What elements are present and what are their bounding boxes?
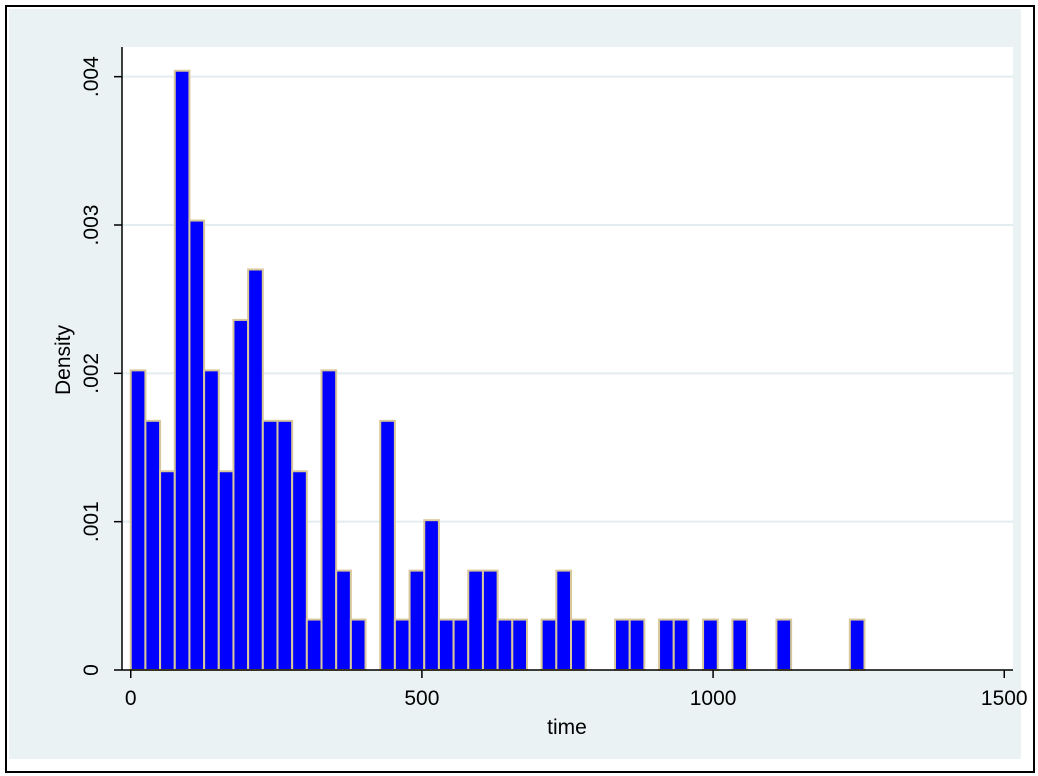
histogram-bar bbox=[848, 618, 866, 671]
y-tick-label: .004 bbox=[80, 56, 103, 97]
y-tick-label: .003 bbox=[80, 205, 103, 246]
gridlines bbox=[122, 75, 1013, 523]
histogram-bar bbox=[291, 470, 308, 671]
histogram-bar bbox=[349, 618, 367, 671]
histogram-bar bbox=[540, 618, 558, 671]
histogram-bar bbox=[247, 268, 264, 671]
histogram-bar bbox=[144, 419, 162, 671]
histogram-bar bbox=[614, 618, 631, 671]
histogram-bar bbox=[335, 569, 352, 671]
y-axis-ticks: 0 .001 .002 .003 .004 bbox=[80, 56, 122, 676]
histogram-bar bbox=[393, 618, 411, 671]
y-tick-label: .001 bbox=[80, 501, 103, 542]
histogram-bar bbox=[467, 569, 484, 671]
histogram-bar bbox=[731, 618, 749, 671]
histogram-bar bbox=[232, 318, 250, 671]
histogram-bar bbox=[452, 618, 470, 671]
bars bbox=[129, 69, 866, 672]
histogram-bar bbox=[408, 569, 426, 671]
histogram-bar bbox=[320, 369, 338, 671]
histogram-bar bbox=[496, 618, 514, 671]
histogram-bar bbox=[276, 419, 294, 671]
histogram-bar bbox=[511, 618, 528, 671]
histogram-bar bbox=[775, 618, 793, 671]
histogram-bar bbox=[423, 519, 440, 672]
histogram-bar bbox=[129, 369, 147, 671]
histogram-bar bbox=[159, 470, 176, 671]
histogram-bar bbox=[569, 618, 587, 671]
histogram-bar bbox=[217, 470, 235, 671]
histogram-bar bbox=[261, 419, 279, 671]
histogram-bar bbox=[188, 219, 206, 672]
histogram-bar bbox=[702, 618, 719, 671]
histogram-bar bbox=[555, 569, 572, 671]
x-axis-ticks: 0 500 1000 1500 bbox=[125, 670, 1028, 710]
x-tick-label: 1000 bbox=[690, 687, 737, 710]
x-tick-label: 0 bbox=[125, 687, 137, 710]
histogram-bar bbox=[379, 419, 396, 671]
x-axis-label: time bbox=[547, 716, 587, 739]
histogram-bar bbox=[173, 69, 191, 671]
histogram-bar bbox=[628, 618, 646, 671]
x-tick-label: 1500 bbox=[981, 687, 1028, 710]
histogram-bar bbox=[305, 618, 323, 671]
y-tick-label: 0 bbox=[80, 664, 103, 676]
histogram-bar bbox=[481, 569, 499, 671]
histogram-bar bbox=[203, 369, 220, 671]
histogram-bar bbox=[437, 618, 455, 671]
histogram-bar bbox=[658, 618, 675, 671]
axes bbox=[121, 47, 1013, 671]
y-tick-label: .002 bbox=[80, 353, 103, 394]
x-tick-label: 500 bbox=[404, 687, 439, 710]
histogram-bar bbox=[672, 618, 690, 671]
y-axis-label: Density bbox=[52, 324, 75, 395]
